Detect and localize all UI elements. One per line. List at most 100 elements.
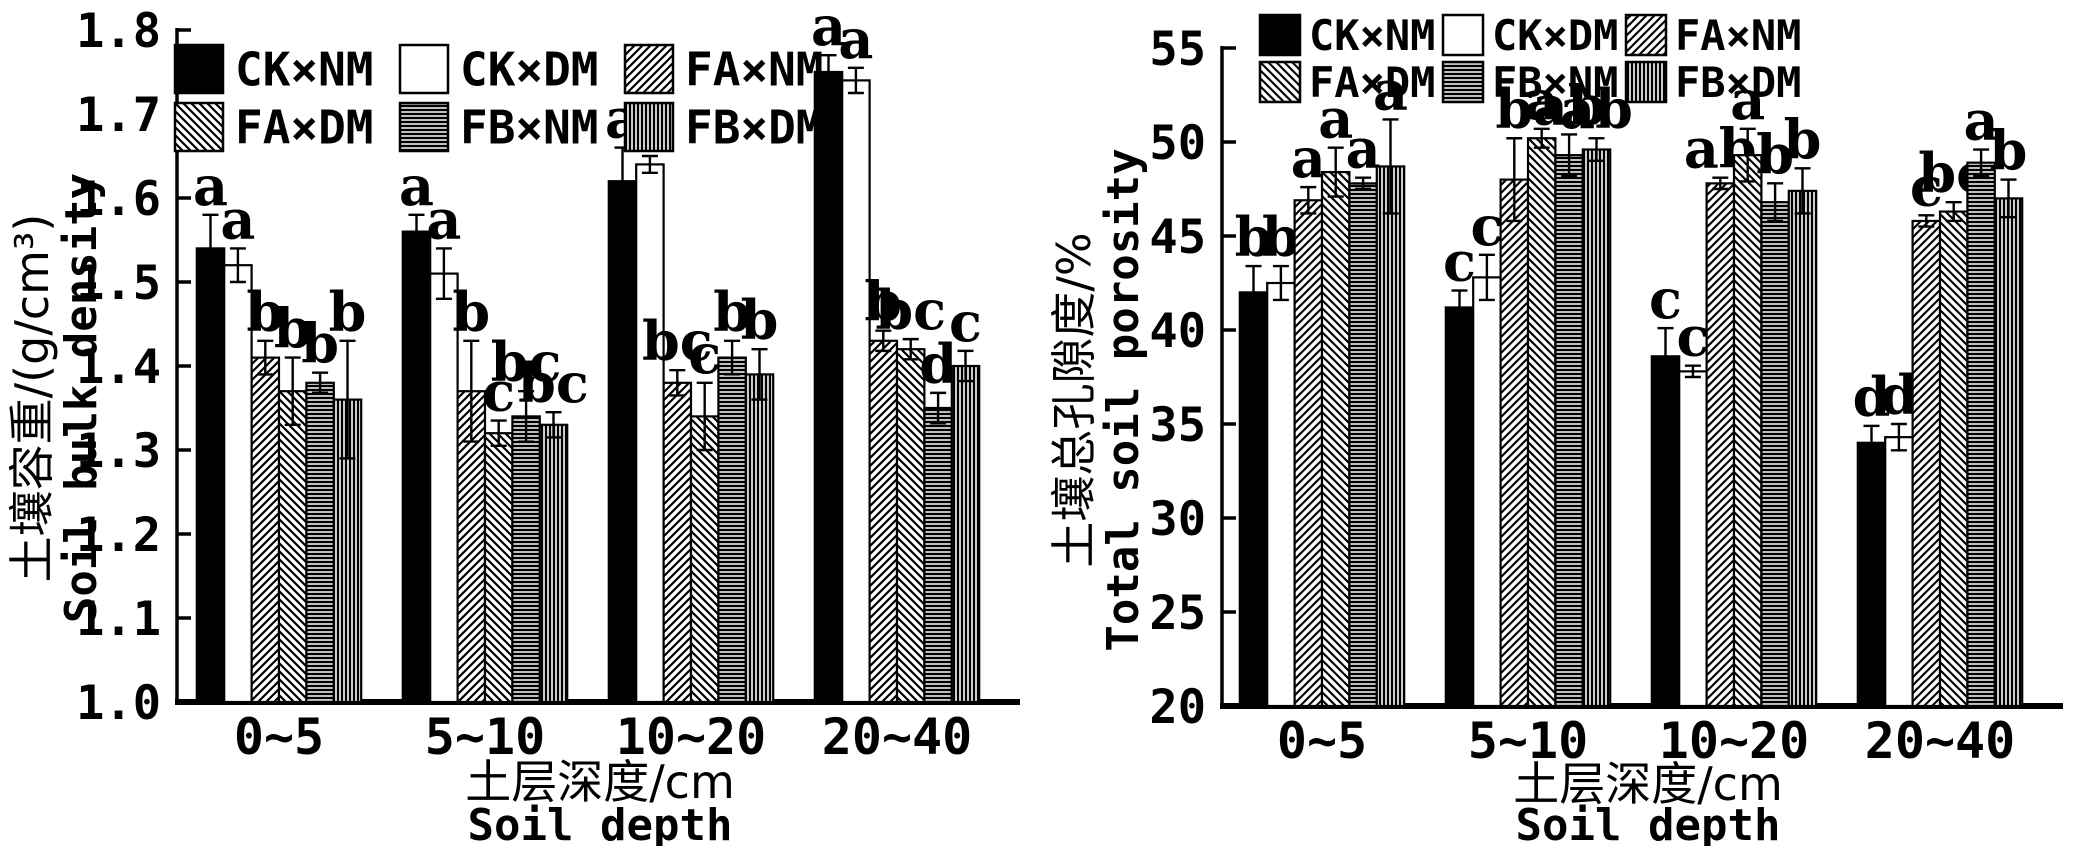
legend-swatch-CK×DM: [1441, 13, 1485, 57]
sig-letter: b: [301, 312, 339, 376]
sig-letter: b: [1784, 107, 1822, 171]
left-chart-soil-bulk-density: 1.01.11.21.31.41.51.61.71.8aabbbb0~5aabc…: [5, 0, 1020, 846]
bar-FB×DM-0~5: [1375, 165, 1406, 708]
sig-letter: d: [1880, 363, 1918, 427]
bar-FA×NM-20~40: [868, 339, 899, 704]
sig-letter: a: [1524, 68, 1559, 132]
bar-FA×NM-10~20: [1705, 182, 1736, 708]
bar-FB×NM-10~20: [717, 356, 747, 704]
sig-letter: a: [399, 154, 434, 218]
sig-letter: d: [1853, 365, 1891, 429]
bar-FB×NM-20~40: [1966, 161, 1996, 708]
sig-letter: bc: [642, 309, 713, 373]
sig-letter: a: [838, 7, 873, 71]
y-tick-label: 1.0: [76, 676, 161, 731]
bar-FA×DM-0~5: [277, 390, 308, 704]
bar-FA×DM-5~10: [483, 432, 514, 704]
y-axis-title-cn: 土壤容重/(g/cm³): [5, 214, 59, 583]
sig-letter: b: [452, 280, 490, 344]
bar-FB×NM-10~20: [1760, 201, 1790, 708]
sig-letter: a: [193, 154, 228, 218]
sig-letter: a: [1318, 87, 1353, 151]
bar-FA×DM-5~10: [1526, 137, 1557, 708]
bar-FB×NM-5~10: [511, 415, 541, 704]
x-category-label: 5~10: [425, 708, 545, 766]
bar-CK×NM-20~40: [813, 70, 844, 704]
sig-letter: a: [1346, 117, 1381, 181]
legend-swatch-FB×NM: [1441, 60, 1485, 104]
bar-FA×DM-0~5: [1320, 170, 1351, 708]
bar-CK×NM-0~5: [195, 247, 226, 704]
sig-letter: a: [1730, 68, 1765, 132]
x-category-label: 10~20: [616, 708, 767, 766]
bar-FA×NM-10~20: [662, 381, 693, 704]
x-axis-title-en: Soil depth: [468, 800, 733, 846]
bar-FB×NM-20~40: [923, 406, 953, 704]
legend-swatch-FA×DM: [173, 101, 225, 153]
bar-FB×NM-0~5: [305, 381, 335, 704]
bar-FB×DM-10~20: [1787, 189, 1818, 708]
bar-FA×DM-20~40: [1938, 210, 1969, 708]
x-category-label: 0~5: [1277, 712, 1367, 770]
sig-letter: c: [1676, 305, 1709, 369]
legend-label-FA×DM: FA×DM: [1309, 58, 1435, 107]
x-category-label: 20~40: [1865, 712, 2016, 770]
bar-CK×DM-0~5: [1266, 281, 1296, 708]
sig-letter: bc: [491, 330, 562, 394]
bar-FA×NM-20~40: [1911, 219, 1942, 708]
sig-letter: a: [1291, 126, 1326, 190]
legend-label-FA×DM: FA×DM: [235, 101, 373, 155]
y-tick-label: 20: [1149, 680, 1206, 735]
x-category-label: 10~20: [1659, 712, 1810, 770]
bar-CK×NM-10~20: [1650, 355, 1681, 708]
bar-CK×DM-10~20: [1678, 370, 1708, 708]
bar-FA×NM-0~5: [1293, 199, 1324, 708]
y-tick-label: 1.6: [76, 172, 161, 227]
sig-letter: a: [426, 187, 461, 251]
y-tick-label: 1.7: [76, 88, 161, 143]
legend-swatch-FA×NM: [623, 43, 675, 95]
sig-letter: c: [1910, 154, 1943, 218]
bar-FA×NM-5~10: [456, 390, 487, 704]
bar-FB×NM-0~5: [1348, 182, 1378, 708]
sig-letter: a: [811, 0, 846, 58]
sig-letter: c: [949, 290, 982, 354]
bar-FA×NM-0~5: [250, 356, 281, 704]
sig-letter: ab: [1533, 73, 1606, 137]
bar-CK×NM-0~5: [1238, 291, 1269, 708]
sig-letter: a: [220, 187, 255, 251]
bar-CK×DM-5~10: [1472, 276, 1502, 708]
sig-letter: b: [1990, 119, 2028, 183]
sig-letter: c: [1470, 194, 1503, 258]
bar-FB×DM-5~10: [1581, 148, 1612, 708]
legend-label-FB×NM: FB×NM: [460, 101, 598, 155]
bar-CK×DM-20~40: [1884, 436, 1914, 708]
legend-swatch-CK×NM: [1258, 13, 1302, 57]
y-tick-label: 45: [1149, 210, 1206, 265]
sig-letter: b: [246, 280, 284, 344]
legend-swatch-FA×DM: [1258, 60, 1302, 104]
bar-FB×DM-20~40: [950, 364, 981, 704]
bar-CK×DM-20~40: [841, 79, 871, 704]
x-axis-title-cn: 土层深度/cm: [1513, 757, 1783, 811]
legend-swatch-FB×DM: [1624, 60, 1668, 104]
legend-swatch-CK×NM: [173, 43, 225, 95]
y-tick-label: 1.5: [76, 256, 161, 311]
y-tick-label: 55: [1149, 22, 1206, 77]
x-category-label: 20~40: [822, 708, 973, 766]
x-axis-title-cn: 土层深度/cm: [465, 755, 735, 809]
legend-swatch-CK×DM: [398, 43, 450, 95]
sig-letter: b: [1495, 77, 1533, 141]
legend-swatch-FA×NM: [1624, 13, 1668, 57]
bar-FB×DM-20~40: [1993, 197, 2024, 708]
x-category-label: 5~10: [1468, 712, 1588, 770]
legend-label-FA×NM: FA×NM: [1675, 11, 1801, 60]
sig-letter: c: [482, 360, 515, 424]
sig-letter: c: [688, 322, 721, 386]
bar-FA×DM-20~40: [895, 348, 926, 704]
bar-FB×DM-5~10: [538, 423, 569, 704]
y-tick-label: 1.4: [76, 340, 161, 395]
bar-CK×NM-10~20: [607, 180, 638, 704]
legend-label-CK×DM: CK×DM: [460, 43, 598, 97]
